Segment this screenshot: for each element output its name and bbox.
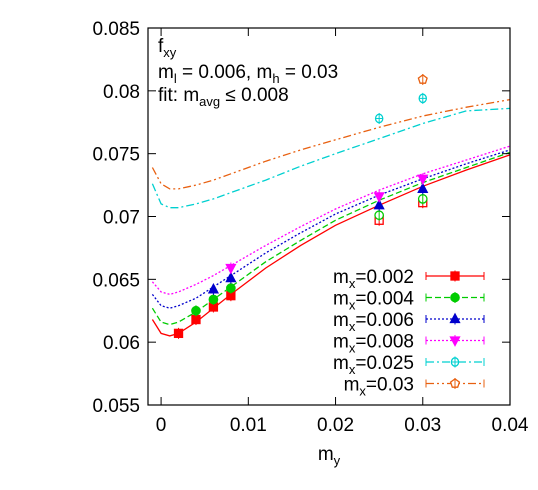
data-point: [417, 74, 428, 86]
fit-curves: [151, 98, 510, 337]
legend-label-2: mx=0.006: [333, 310, 414, 334]
y-tick-label: 0.055: [92, 396, 140, 417]
legend: mx=0.002mx=0.004mx=0.006mx=0.008mx=0.025…: [333, 267, 485, 399]
legend-marker-4: [450, 356, 460, 368]
y-tick-label: 0.06: [103, 333, 140, 354]
x-tick-label: 0: [156, 415, 167, 436]
legend-label-1: mx=0.004: [333, 289, 414, 313]
data-point: [417, 193, 428, 205]
legend-marker-1: [450, 292, 460, 303]
legend-marker-0: [450, 270, 460, 282]
x-tick-label: 0.03: [404, 415, 441, 436]
data-point: [207, 282, 220, 295]
x-axis-title: my: [318, 444, 341, 468]
fit-curve-5: [151, 98, 510, 190]
y-tick-label: 0.08: [103, 82, 140, 103]
y-tick-label: 0.065: [92, 270, 140, 291]
y-tick-label: 0.085: [92, 19, 140, 40]
x-tick-label: 0.02: [317, 415, 354, 436]
annotation-fit: fit: mavg ≤ 0.008: [158, 85, 289, 109]
data-point: [417, 173, 429, 186]
legend-label-0: mx=0.002: [333, 267, 414, 291]
legend-label-4: mx=0.025: [333, 353, 414, 377]
y-tick-label: 0.07: [103, 208, 140, 229]
legend-label-5: mx=0.03: [344, 375, 414, 399]
data-point: [374, 112, 384, 124]
data-point: [373, 190, 385, 203]
data-point: [374, 209, 385, 221]
data-point: [225, 262, 237, 275]
data-point: [191, 305, 201, 317]
data-point: [418, 92, 428, 104]
plot-frame: [147, 27, 511, 406]
legend-marker-2: [449, 312, 461, 325]
data-point: [226, 282, 236, 294]
data-points: [173, 74, 429, 339]
x-tick-label: 0.04: [492, 415, 529, 436]
fit-curve-4: [151, 107, 510, 209]
x-tick-label: 0.01: [230, 415, 267, 436]
annotation-title: fxy: [158, 36, 177, 60]
fit-curve-0: [151, 154, 510, 337]
data-point: [173, 327, 184, 339]
y-tick-label: 0.075: [92, 145, 140, 166]
data-point: [208, 293, 219, 305]
legend-label-3: mx=0.008: [333, 332, 414, 356]
fit-curve-2: [151, 149, 510, 309]
x-axis-label: my: [318, 444, 341, 468]
legend-marker-3: [449, 335, 461, 347]
axes: 0 0.01 0.02 0.03 0.04 0.055 0.06 0.065 0.07 0.075…: [92, 19, 528, 436]
fit-curve-1: [151, 151, 510, 326]
annotation-params: ml = 0.006, mh = 0.03: [158, 62, 338, 86]
legend-marker-5: [449, 378, 461, 389]
